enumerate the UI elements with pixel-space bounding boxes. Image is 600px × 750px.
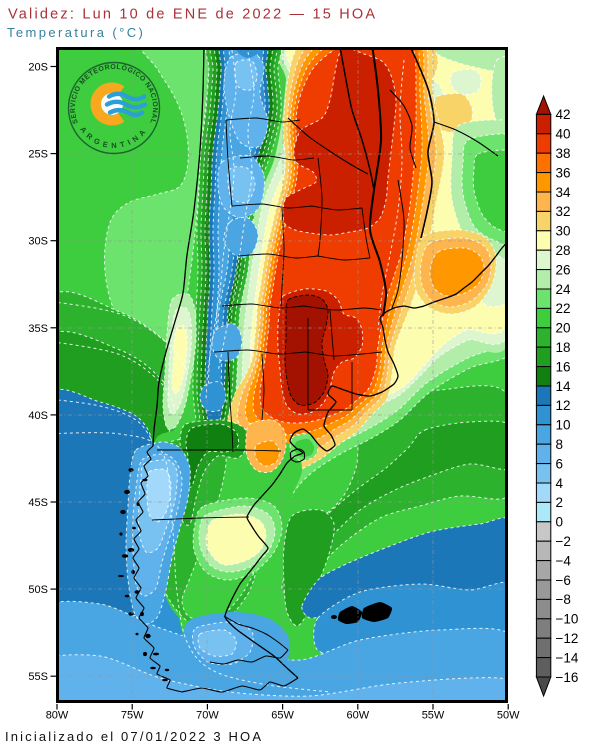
- svg-text:36: 36: [556, 165, 571, 180]
- svg-text:30S: 30S: [28, 236, 48, 248]
- svg-text:0: 0: [556, 515, 564, 530]
- svg-text:6: 6: [556, 456, 564, 471]
- svg-text:14: 14: [556, 379, 572, 394]
- svg-text:35S: 35S: [28, 323, 48, 335]
- svg-text:30: 30: [556, 224, 571, 239]
- svg-text:20: 20: [556, 321, 571, 336]
- svg-text:20S: 20S: [28, 62, 48, 74]
- svg-text:75W: 75W: [121, 710, 144, 722]
- svg-text:40: 40: [556, 127, 571, 142]
- svg-text:38: 38: [556, 146, 571, 161]
- svg-text:22: 22: [556, 301, 571, 316]
- svg-text:26: 26: [556, 262, 571, 277]
- svg-text:34: 34: [556, 185, 572, 200]
- svg-text:25S: 25S: [28, 149, 48, 161]
- svg-text:45S: 45S: [28, 497, 48, 509]
- svg-text:−10: −10: [556, 612, 579, 627]
- svg-text:−16: −16: [556, 670, 579, 685]
- svg-text:8: 8: [556, 437, 564, 452]
- svg-text:Validez: Lun 10 de ENE de 2022: Validez: Lun 10 de ENE de 2022 — 15 HOA: [8, 7, 377, 23]
- svg-text:80W: 80W: [46, 710, 69, 722]
- svg-text:28: 28: [556, 243, 571, 258]
- svg-text:−6: −6: [556, 573, 571, 588]
- svg-text:Inicializado el 07/01/2022 3 H: Inicializado el 07/01/2022 3 HOA: [5, 729, 263, 744]
- svg-text:40S: 40S: [28, 410, 48, 422]
- svg-text:−12: −12: [556, 631, 579, 646]
- svg-text:24: 24: [556, 282, 572, 297]
- svg-text:65W: 65W: [271, 710, 294, 722]
- svg-text:4: 4: [556, 476, 564, 491]
- svg-text:55S: 55S: [28, 671, 48, 683]
- svg-text:50S: 50S: [28, 584, 48, 596]
- svg-text:18: 18: [556, 340, 571, 355]
- svg-text:16: 16: [556, 359, 571, 374]
- svg-text:32: 32: [556, 204, 571, 219]
- svg-text:50W: 50W: [497, 710, 520, 722]
- svg-text:10: 10: [556, 418, 571, 433]
- svg-text:55W: 55W: [422, 710, 445, 722]
- svg-text:70W: 70W: [196, 710, 219, 722]
- svg-text:2: 2: [556, 495, 564, 510]
- svg-text:−2: −2: [556, 534, 571, 549]
- svg-text:12: 12: [556, 398, 571, 413]
- svg-text:−14: −14: [556, 650, 579, 665]
- svg-text:60W: 60W: [346, 710, 369, 722]
- svg-text:Temperatura (°C): Temperatura (°C): [7, 25, 145, 40]
- svg-text:42: 42: [556, 107, 571, 122]
- svg-text:−8: −8: [556, 592, 571, 607]
- svg-text:−4: −4: [556, 553, 572, 568]
